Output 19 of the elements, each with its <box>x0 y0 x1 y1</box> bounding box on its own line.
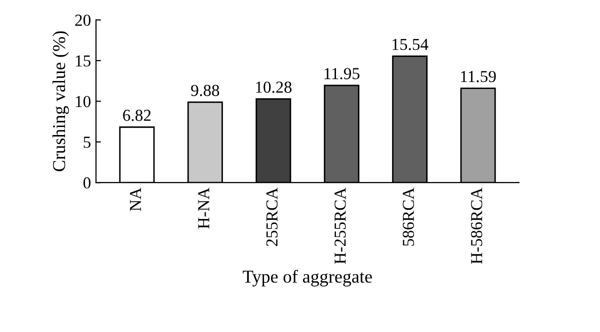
x-tick-label: NA <box>130 188 141 212</box>
data-label: 6.82 <box>123 110 151 122</box>
y-tick-label: 0 <box>83 177 91 189</box>
data-label: 10.28 <box>256 82 292 93</box>
x-tick-label: 255RCA <box>266 188 278 246</box>
y-tick-label: 15 <box>76 55 90 67</box>
y-tick-label: 10 <box>76 96 91 108</box>
y-tick-label: 5 <box>84 136 90 148</box>
data-label: 9.88 <box>191 84 220 96</box>
x-axis-title: Type of aggregate <box>242 270 372 286</box>
y-tick-label: 20 <box>75 14 91 26</box>
x-tick-label: H-255RCA <box>334 188 346 264</box>
x-tick-label: 586RCA <box>402 188 414 246</box>
y-axis-title: Crushing value (%) <box>52 31 69 172</box>
x-tick-label: H-NA <box>198 188 210 229</box>
x-tick-label: H-586RCA <box>470 188 482 264</box>
data-label: 11.59 <box>461 70 496 82</box>
data-label: 11.95 <box>324 68 360 80</box>
data-label: 15.54 <box>392 38 428 50</box>
